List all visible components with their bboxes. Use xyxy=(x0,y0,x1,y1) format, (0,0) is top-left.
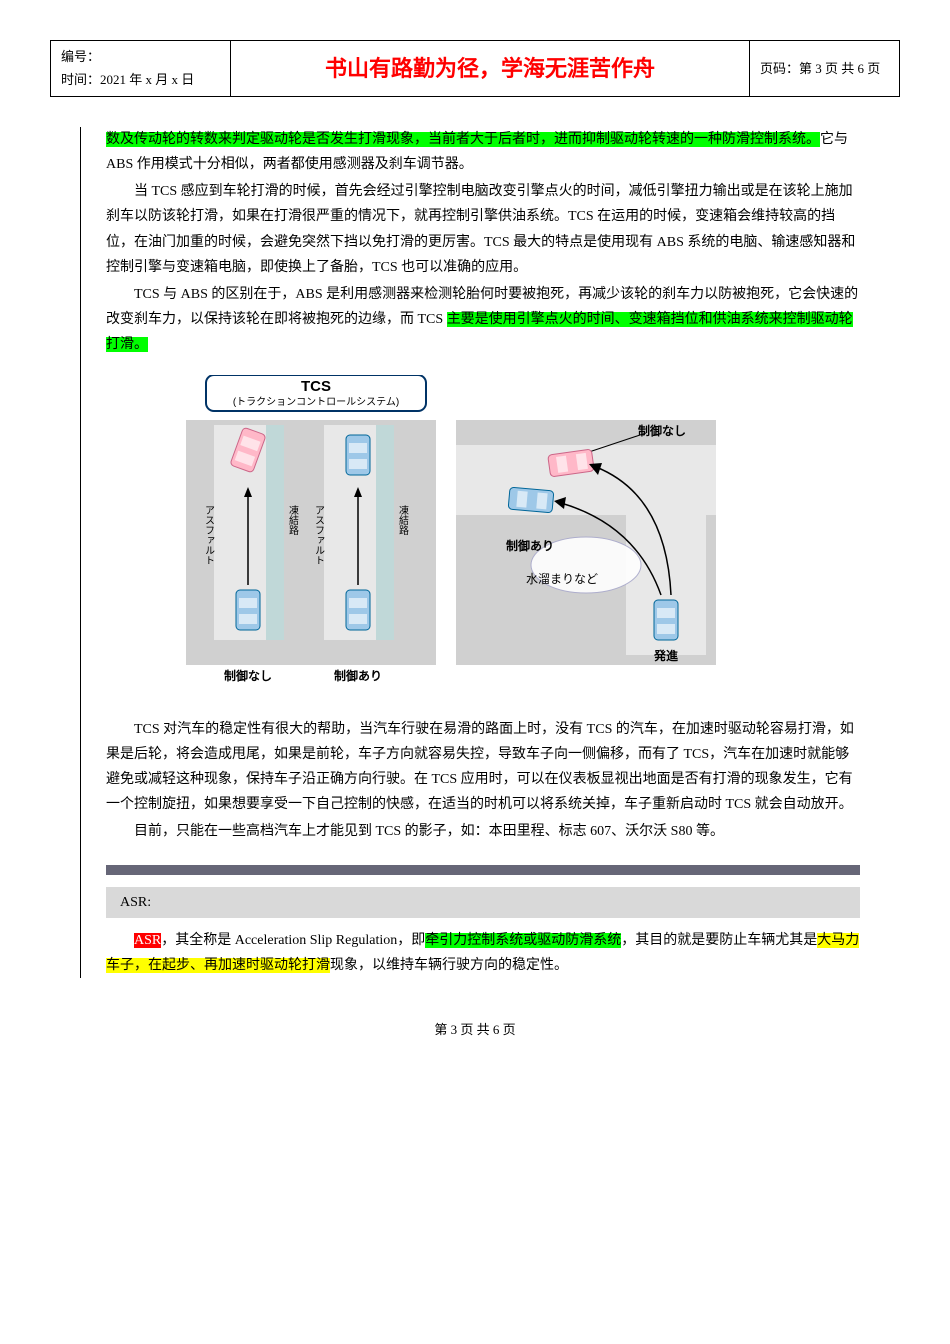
paragraph-1: 数及传动轮的转数来判定驱动轮是否发生打滑现象，当前者大于后者时，进而抑制驱动轮转… xyxy=(106,127,860,177)
section-divider xyxy=(106,865,860,875)
header-center-cell: 书山有路勤为径，学海无涯苦作舟 xyxy=(231,41,750,97)
doc-time-label: 时间：2021 年 x 月 x 日 xyxy=(61,68,220,91)
label-water: 水溜まりなど xyxy=(526,571,598,586)
car-blue-mid xyxy=(508,488,554,514)
asr-c: 现象，以维持车辆行驶方向的稳定性。 xyxy=(330,958,568,973)
paragraph-5: 目前，只能在一些高档汽车上才能见到 TCS 的影子，如：本田里程、标志 607、… xyxy=(106,819,860,844)
asr-paragraph-1: ASR，其全称是 Acceleration Slip Regulation，即牵… xyxy=(106,928,860,978)
label-no-ctrl-right: 制御なし xyxy=(638,423,686,438)
road-asphalt-1: アスファルト xyxy=(203,505,215,565)
car-blue-bottom xyxy=(654,600,678,640)
page-number-label: 页码：第 3 页 共 6 页 xyxy=(760,61,880,76)
header-right-cell: 页码：第 3 页 共 6 页 xyxy=(750,41,900,97)
page-header-table: 编号： 时间：2021 年 x 月 x 日 书山有路勤为径，学海无涯苦作舟 页码… xyxy=(50,40,900,97)
car-blue-rt-bottom xyxy=(346,590,370,630)
label-ctrl-left: 制御あり xyxy=(334,668,382,683)
paragraph-4: TCS 对汽车的稳定性有很大的帮助，当汽车行驶在易滑的路面上时，没有 TCS 的… xyxy=(106,717,860,818)
content-area: 数及传动轮的转数来判定驱动轮是否发生打滑现象，当前者大于后者时，进而抑制驱动轮转… xyxy=(80,127,870,978)
paragraph-3: TCS 与 ABS 的区别在于，ABS 是利用感测器来检测轮胎何时要被抱死，再减… xyxy=(106,282,860,358)
road-frozen-1: 凍結路 xyxy=(287,504,299,536)
doc-id-label: 编号： xyxy=(61,45,220,68)
car-blue-left-bottom xyxy=(236,590,260,630)
label-ctrl-right: 制御あり xyxy=(506,538,554,553)
diagram-title-box: TCS (トラクションコントロールシステム) xyxy=(206,375,426,411)
asr-a: ，其全称是 Acceleration Slip Regulation，即 xyxy=(161,933,425,948)
asr-hl1: ASR xyxy=(134,933,161,948)
right-panel: 制御なし xyxy=(456,420,716,665)
label-no-ctrl-left: 制御なし xyxy=(224,668,272,683)
p1-highlight: 数及传动轮的转数来判定驱动轮是否发生打滑现象，当前者大于后者时，进而抑制驱动轮转… xyxy=(106,132,820,147)
header-left-cell: 编号： 时间：2021 年 x 月 x 日 xyxy=(51,41,231,97)
left-panel: アスファルト 凍結路 アスファルト 凍結路 xyxy=(186,420,436,683)
road-frozen-2: 凍結路 xyxy=(397,504,409,536)
car-blue-rt-top xyxy=(346,435,370,475)
asr-section-header: ASR: xyxy=(106,887,860,918)
road-asphalt-2: アスファルト xyxy=(313,505,325,565)
tcs-diagram: TCS (トラクションコントロールシステム) アスファルト 凍結路 アスファルト… xyxy=(166,375,860,704)
diagram-title-text: TCS xyxy=(301,378,331,395)
diagram-subtitle-text: (トラクションコントロールシステム) xyxy=(233,396,399,408)
footer-page-num: 第 3 页 共 6 页 xyxy=(434,1022,515,1037)
tcs-diagram-svg: TCS (トラクションコントロールシステム) アスファルト 凍結路 アスファルト… xyxy=(166,375,726,695)
asr-b: ，其目的就是要防止车辆尤其是 xyxy=(621,933,817,948)
asr-hl2: 牵引力控制系统或驱动防滑系统 xyxy=(425,933,621,948)
page-footer: 第 3 页 共 6 页 xyxy=(50,1018,900,1041)
asr-header-text: ASR: xyxy=(120,895,151,910)
label-start: 発進 xyxy=(653,648,679,663)
paragraph-2: 当 TCS 感应到车轮打滑的时候，首先会经过引擎控制电脑改变引擎点火的时间，减低… xyxy=(106,179,860,280)
header-motto: 书山有路勤为径，学海无涯苦作舟 xyxy=(325,56,655,81)
